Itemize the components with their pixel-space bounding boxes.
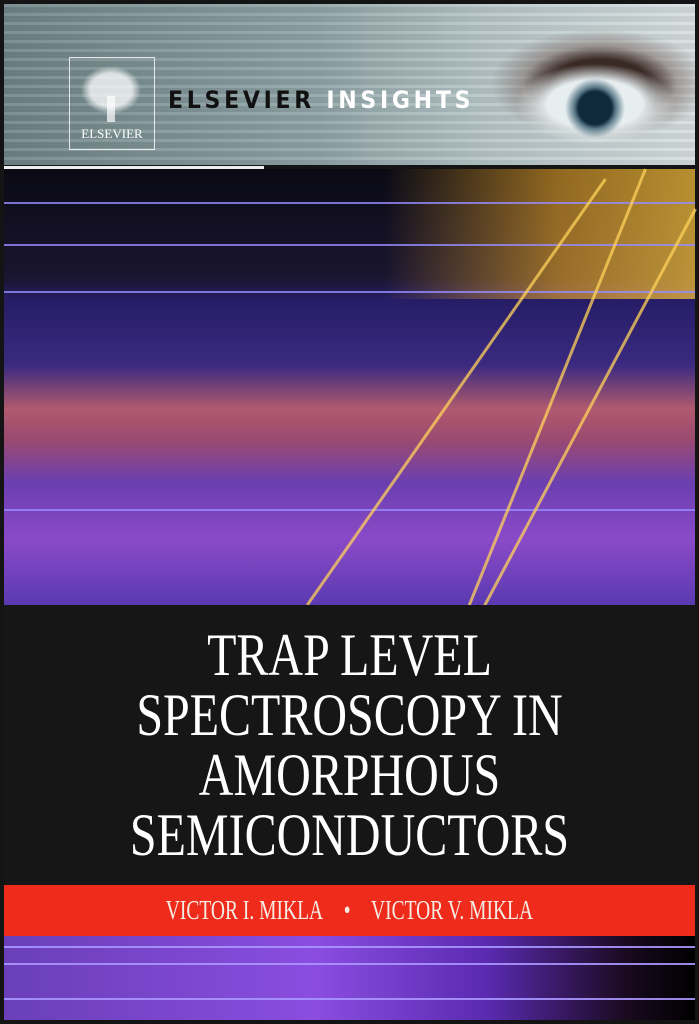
divider [4, 166, 264, 169]
title-line-1: TRAP LEVEL [207, 622, 492, 688]
light-line [4, 509, 695, 511]
light-line [4, 998, 695, 1000]
light-beam [306, 178, 607, 606]
light-line [4, 946, 695, 948]
series-part2: INSIGHTS [326, 86, 475, 114]
light-line [4, 202, 695, 204]
eye-image [470, 4, 695, 165]
light-beam [450, 208, 697, 669]
title-line-3: AMORPHOUS [198, 742, 501, 808]
light-line [4, 244, 695, 246]
light-line [4, 963, 695, 965]
author-2: VICTOR V. MIKLA [370, 895, 533, 925]
elsevier-logo: ELSEVIER [69, 57, 155, 150]
series-part1: ELSEVIER [168, 86, 315, 114]
cover-artwork [4, 168, 697, 669]
author-band: VICTOR I. MIKLA • VICTOR V. MIKLA [4, 885, 695, 936]
light-beam [449, 168, 647, 652]
tree-icon [80, 66, 142, 124]
title-area: TRAP LEVEL SPECTROSCOPY IN AMORPHOUS SEM… [4, 605, 695, 885]
author-separator: • [343, 895, 351, 925]
author-1: VICTOR I. MIKLA [165, 895, 324, 925]
bottom-artwork [4, 936, 695, 1020]
logo-text: ELSEVIER [81, 126, 143, 141]
title-line-4: SEMICONDUCTORS [129, 802, 570, 868]
series-name: ELSEVIER INSIGHTS [168, 86, 474, 114]
light-line [4, 291, 695, 293]
title-line-2: SPECTROSCOPY IN [136, 682, 563, 748]
